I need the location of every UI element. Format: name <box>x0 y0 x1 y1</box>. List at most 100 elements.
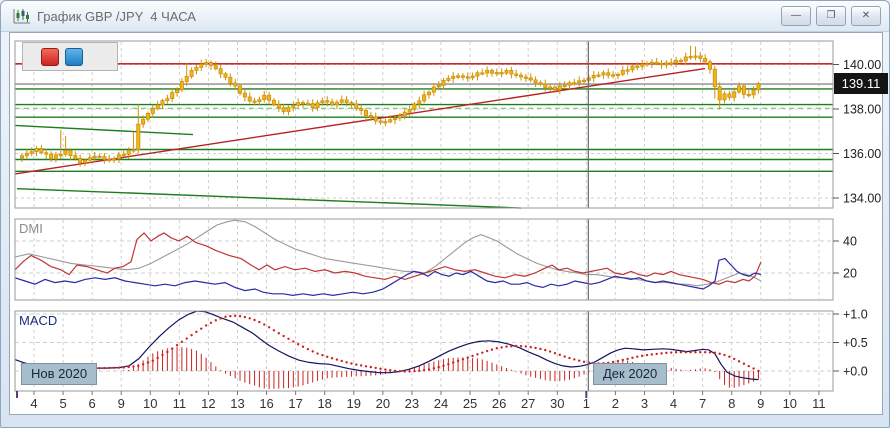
price-axis-label: 134.00 <box>843 192 881 206</box>
candle-body <box>523 76 528 79</box>
close-button[interactable]: ✕ <box>851 6 881 26</box>
macd-signal-dot <box>558 353 561 357</box>
macd-signal-dot <box>418 369 421 372</box>
macd-signal-dot <box>277 332 280 335</box>
price-axis-label: 138.00 <box>843 103 881 117</box>
candle-body <box>223 73 228 78</box>
macd-signal-dot <box>253 318 256 322</box>
macd-signal-dot <box>151 359 155 363</box>
macd-signal-dot <box>369 365 373 369</box>
macd-signal-dot <box>311 350 314 353</box>
macd-signal-dot <box>350 362 353 365</box>
main-panel-bg <box>15 41 833 208</box>
x-axis-label: 19 <box>347 396 361 411</box>
candle-body <box>412 103 417 110</box>
x-axis-label: 11 <box>173 396 187 411</box>
macd-signal-dot <box>461 358 465 361</box>
candle-body <box>58 153 63 157</box>
candle-body <box>126 150 131 155</box>
macd-signal-dot <box>427 368 431 371</box>
macd-signal-dot <box>621 358 624 362</box>
close-icon: ✕ <box>861 10 871 21</box>
candle-body <box>267 94 272 101</box>
toolbar-blue-button[interactable] <box>65 47 83 66</box>
macd-signal-dot <box>679 350 683 354</box>
candle-body <box>87 157 92 161</box>
candle-body <box>635 65 640 68</box>
candle-body <box>489 69 494 74</box>
restore-button[interactable]: ❐ <box>816 6 846 26</box>
candle-body <box>281 107 286 113</box>
macd-signal-dot <box>359 364 363 367</box>
macd-signal-dot <box>263 323 266 326</box>
macd-signal-dot <box>616 359 620 363</box>
candle-body <box>296 102 301 106</box>
x-axis-label: 10 <box>143 396 157 411</box>
dmi-axis-label: 40 <box>843 235 857 249</box>
macd-signal-dot <box>190 333 193 337</box>
candle-body <box>465 76 470 79</box>
macd-signal-dot <box>432 367 436 370</box>
candle-body <box>368 115 373 118</box>
macd-signal-dot <box>505 345 508 348</box>
main-panel-border <box>14 40 834 209</box>
macd-signal-dot <box>577 359 581 362</box>
drawing-toolbar <box>22 42 118 71</box>
candle-body <box>262 94 267 100</box>
macd-signal-dot <box>301 345 305 348</box>
macd-signal-dot <box>452 361 455 364</box>
candle-body <box>208 62 213 67</box>
candle-body <box>19 155 24 159</box>
candle-body <box>189 70 194 77</box>
candle-body <box>446 78 451 81</box>
toolbar-red-button[interactable] <box>41 47 59 66</box>
candle-body <box>354 103 359 110</box>
dmi-panel-border <box>14 218 834 301</box>
macd-signal-dot <box>684 350 687 354</box>
macd-signal-dot <box>665 351 668 355</box>
macd-panel-border <box>14 310 834 392</box>
candle-body <box>625 69 630 72</box>
macd-signal-dot <box>161 353 164 357</box>
candle-body <box>441 80 446 86</box>
candle-body <box>426 91 431 96</box>
macd-signal-dot <box>398 369 402 373</box>
candle-body <box>727 93 732 98</box>
macd-signal-dot <box>204 324 208 327</box>
macd-signal-dot <box>103 366 106 370</box>
minimize-icon: — <box>791 10 801 21</box>
macd-signal-dot <box>330 356 334 360</box>
macd-signal-dot <box>127 365 130 369</box>
price-axis-label: 140.00 <box>843 58 881 72</box>
candle-body <box>78 157 83 164</box>
macd-signal-dot <box>141 363 145 366</box>
x-axis-label: 27 <box>521 396 535 411</box>
candle-body <box>73 155 78 159</box>
x-axis-label: 30 <box>550 396 564 411</box>
x-axis-label: 24 <box>434 396 448 411</box>
macd-signal-dot <box>233 314 237 318</box>
candle-body <box>325 100 330 103</box>
candle-body <box>131 149 136 152</box>
candle-body <box>620 69 625 75</box>
macd-signal-dot <box>718 352 721 355</box>
macd-signal-dot <box>713 351 717 354</box>
macd-signal-dot <box>645 353 649 357</box>
candle-body <box>363 109 368 116</box>
candle-body <box>499 72 504 75</box>
macd-signal-dot <box>456 359 460 363</box>
minimize-button[interactable]: — <box>781 6 811 26</box>
candle-body <box>669 62 674 65</box>
candle-body <box>504 70 509 74</box>
candle-body <box>562 84 567 88</box>
macd-signal-dot <box>437 365 440 369</box>
macd-signal-dot <box>723 353 726 357</box>
macd-signal-dot <box>534 346 537 350</box>
candle-body <box>315 102 320 109</box>
titlebar[interactable]: График GBP /JPY 4 ЧАСА — ❐ ✕ <box>1 1 889 32</box>
candle-body <box>238 85 243 94</box>
candle-body <box>383 121 388 124</box>
ascending-trendline <box>14 67 706 175</box>
candle-body <box>480 72 485 75</box>
